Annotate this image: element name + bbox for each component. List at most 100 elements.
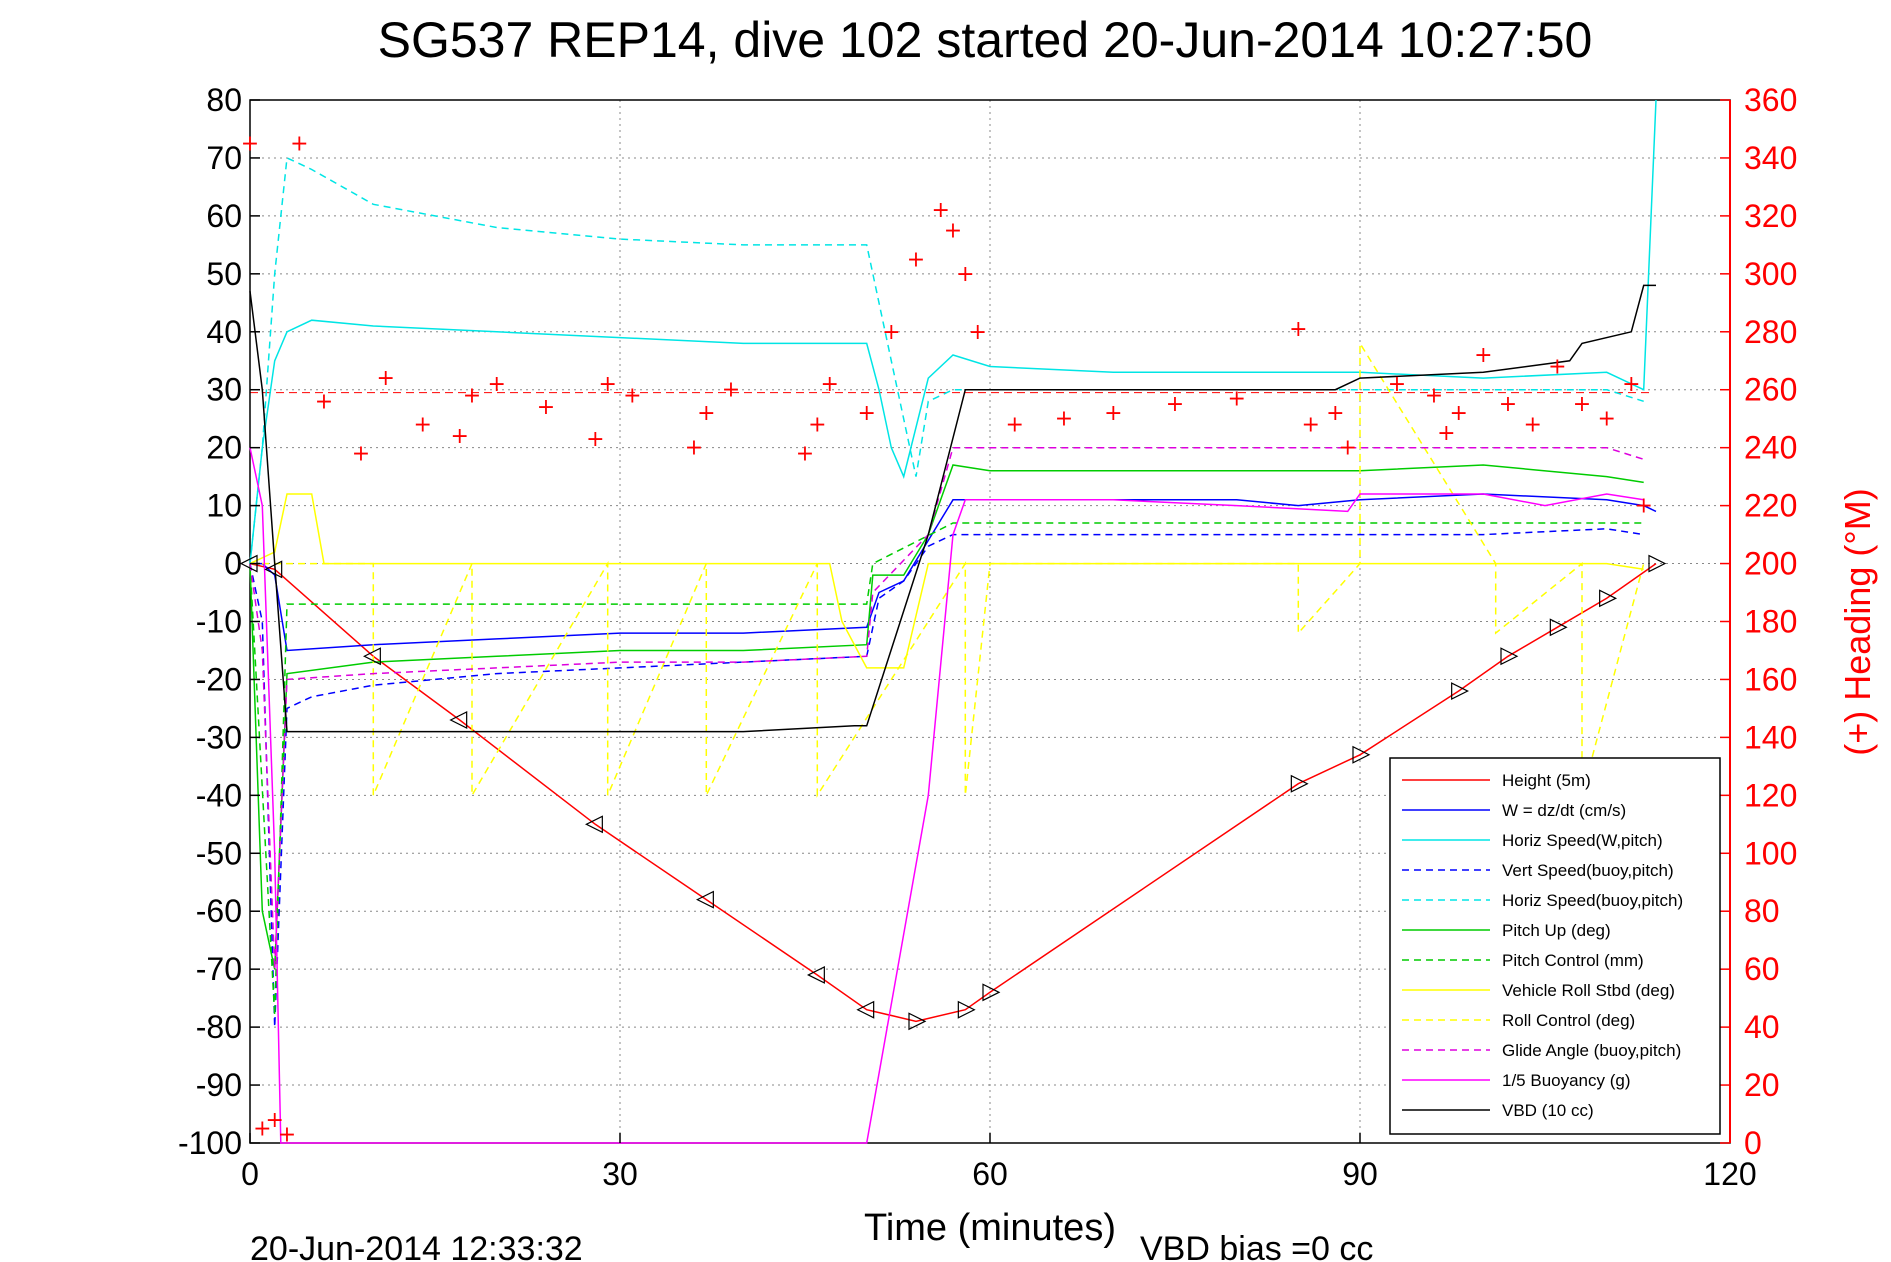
- y-tick-label: -70: [196, 951, 242, 987]
- x-tick-label: 120: [1703, 1156, 1756, 1192]
- footer-timestamp: 20-Jun-2014 12:33:32: [250, 1230, 583, 1262]
- height-marker: [449, 711, 468, 729]
- y2-tick-label: 100: [1744, 835, 1797, 871]
- legend-box: [1389, 757, 1721, 1135]
- height-marker: [362, 647, 381, 666]
- heading-marker: +: [697, 401, 715, 426]
- heading-marker: +: [1289, 317, 1307, 342]
- height-marker: [982, 983, 1001, 1002]
- height-marker: [856, 1000, 875, 1019]
- heading-marker: +: [808, 412, 826, 437]
- y2-tick-label: 180: [1744, 604, 1797, 640]
- heading-marker: +: [722, 378, 740, 403]
- heading-marker: +: [413, 412, 431, 437]
- legend-entry: Pitch Up (deg): [1502, 921, 1611, 940]
- heading-marker: +: [1523, 412, 1541, 437]
- heading-marker: +: [623, 384, 641, 409]
- heading-marker: +: [1449, 401, 1467, 426]
- series-line: [249, 99, 1657, 564]
- heading-marker: +: [487, 372, 505, 397]
- heading-marker: +: [1005, 412, 1023, 437]
- y-tick-label: 40: [206, 314, 242, 350]
- height-marker: [264, 560, 283, 579]
- heading-marker: +: [1622, 372, 1640, 397]
- heading-marker: +: [1499, 392, 1517, 417]
- height-markers: [239, 554, 1667, 1031]
- chart-title: SG537 REP14, dive 102 started 20-Jun-201…: [378, 12, 1593, 68]
- legend-entry: Vert Speed(buoy,pitch): [1502, 861, 1674, 880]
- height-marker: [1451, 682, 1470, 701]
- x-axis-label: Time (minutes): [864, 1207, 1116, 1249]
- heading-marker: +: [931, 198, 949, 223]
- series-line: [249, 156, 1644, 564]
- heading-marker: +: [265, 1108, 283, 1133]
- height-marker: [1599, 589, 1618, 608]
- y-tick-label: -30: [196, 719, 242, 755]
- heading-marker: +: [1474, 343, 1492, 368]
- legend-entry: Height (5m): [1502, 771, 1591, 790]
- y2-tick-label: 240: [1744, 430, 1797, 466]
- heading-marker: +: [586, 427, 604, 452]
- x-tick-label: 30: [602, 1156, 638, 1192]
- legend-entry: W = dz/dt (cm/s): [1502, 801, 1626, 820]
- y2-tick-label: 140: [1744, 719, 1797, 755]
- y2-tick-label: 0: [1744, 1125, 1762, 1161]
- heading-marker: +: [315, 389, 333, 414]
- heading-marker: +: [278, 1122, 296, 1147]
- y-tick-label: 0: [224, 546, 242, 582]
- height-marker: [908, 1012, 927, 1031]
- legend-entry: Pitch Control (mm): [1502, 951, 1644, 970]
- y2-tick-label: 320: [1744, 198, 1797, 234]
- heading-marker: +: [956, 262, 974, 287]
- heading-marker: +: [253, 1117, 271, 1142]
- height-marker: [1290, 774, 1309, 793]
- heading-marker: +: [352, 441, 370, 466]
- series-line: [250, 340, 1645, 799]
- heading-marker: +: [882, 320, 900, 345]
- heading-marker: +: [1437, 421, 1455, 446]
- y-tick-label: -80: [196, 1009, 242, 1045]
- y-tick-label: -100: [178, 1125, 242, 1161]
- height-marker: [806, 965, 825, 984]
- heading-marker: +: [598, 372, 616, 397]
- legend: Height (5m) W = dz/dt (cm/s) Horiz Speed(W…: [1389, 757, 1721, 1135]
- footer-vbd-bias: VBD bias =0 cc: [1140, 1230, 1373, 1262]
- y-tick-label: 70: [206, 140, 242, 176]
- heading-marker: +: [537, 395, 555, 420]
- series-line: [249, 464, 1644, 970]
- series-line: [249, 446, 1644, 970]
- height-marker: [1500, 647, 1519, 666]
- y-tick-label: 80: [206, 82, 242, 118]
- y-tick-label: -50: [196, 835, 242, 871]
- heading-marker: +: [1338, 436, 1356, 461]
- heading-marker: +: [944, 218, 962, 243]
- y-tick-label: 20: [206, 430, 242, 466]
- legend-entry: Roll Control (deg): [1502, 1011, 1635, 1030]
- height-marker: [1648, 554, 1667, 573]
- heading-marker: +: [857, 401, 875, 426]
- x-tick-label: 0: [241, 1156, 259, 1192]
- heading-marker: +: [907, 247, 925, 272]
- axes: 0 30 60 90 12080706050403020100-10-20-30-40-…: [178, 82, 1797, 1192]
- height-marker: [695, 890, 714, 909]
- x-tick-label: 90: [1342, 1156, 1378, 1192]
- legend-entry: Horiz Speed(buoy,pitch): [1502, 891, 1683, 910]
- heading-marker: +: [968, 320, 986, 345]
- heading-marker: +: [241, 131, 259, 156]
- y-tick-label: 50: [206, 256, 242, 292]
- height-marker: [1549, 618, 1568, 637]
- series-line: [249, 284, 1656, 733]
- legend-entry: 1/5 Buoyancy (g): [1502, 1071, 1631, 1090]
- heading-marker: +: [1227, 386, 1245, 411]
- y-tick-label: -40: [196, 777, 242, 813]
- series-line: [249, 528, 1644, 1028]
- series-line: [249, 447, 1644, 1144]
- height-marker: [957, 1000, 976, 1019]
- heading-marker: +: [796, 441, 814, 466]
- series-line: [249, 562, 1657, 1023]
- heading-marker: +: [376, 366, 394, 391]
- heading-marker: +: [1597, 407, 1615, 432]
- y-tick-label: -20: [196, 661, 242, 697]
- y-tick-label: 30: [206, 372, 242, 408]
